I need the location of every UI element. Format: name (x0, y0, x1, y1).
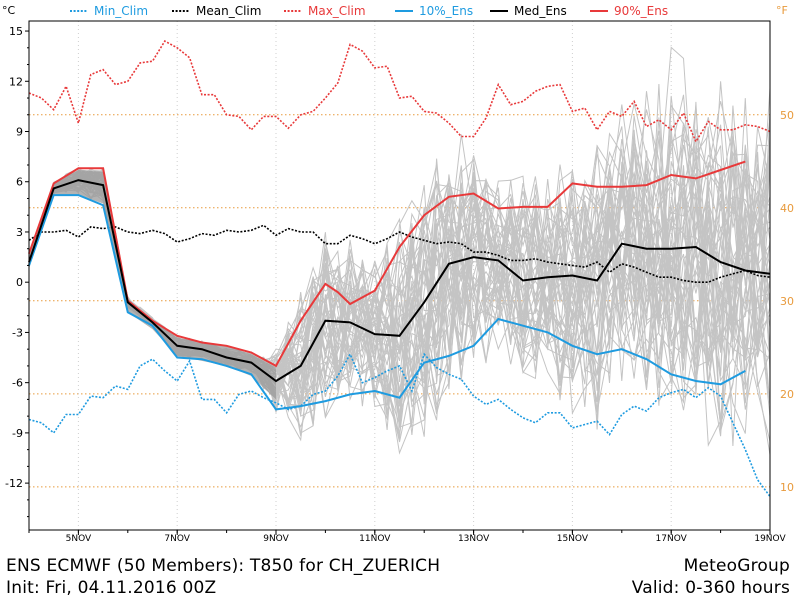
legend-label: Mean_Clim (196, 4, 261, 18)
y-tick-label-f: 30 (780, 295, 794, 308)
legend-label: Med_Ens (514, 4, 567, 18)
plot-frame (28, 20, 771, 531)
y-tick-label: -12 (5, 477, 23, 490)
x-tick-label: 9NOV (263, 534, 289, 544)
x-tick-label: 15NOV (557, 534, 589, 544)
y-unit-fahrenheit: °F (776, 4, 788, 17)
y-unit-celsius: °C (2, 4, 16, 17)
x-tick-label: 17NOV (656, 534, 688, 544)
min-clim-line (28, 352, 771, 497)
y-tick-label: 15 (9, 25, 23, 38)
y-tick-label-f: 50 (780, 109, 794, 122)
legend-label: 90%_Ens (614, 4, 668, 18)
chart-title: ENS ECMWF (50 Members): T850 for CH_ZUER… (6, 556, 441, 576)
ensemble-spread-band (29, 170, 276, 400)
x-tick-label: 19NOV (754, 534, 786, 544)
ens-median-line (28, 179, 771, 383)
y-tick-label-f: 10 (780, 481, 794, 494)
y-tick-label: -9 (12, 427, 23, 440)
x-tick-label: 7NOV (164, 534, 190, 544)
y-tick-label: -3 (12, 326, 23, 339)
brand-name: MeteoGroup (683, 556, 790, 576)
x-tick-label: 5NOV (66, 534, 92, 544)
y-tick-label: 0 (16, 276, 23, 289)
x-tick-label: 13NOV (458, 534, 490, 544)
init-time: Init: Fri, 04.11.2016 00Z (6, 578, 217, 598)
ensemble-member-line (28, 103, 771, 385)
y-tick-label: 12 (9, 75, 23, 88)
legend-label: Max_Clim (308, 4, 366, 18)
y-tick-label-f: 20 (780, 388, 794, 401)
y-tick-label: 9 (16, 126, 23, 139)
y-tick-label: -6 (12, 377, 23, 390)
ens-90-line (28, 160, 746, 368)
max-clim-line (28, 40, 771, 144)
mean-clim-line (28, 224, 771, 284)
y-tick-label: 3 (16, 226, 23, 239)
y-tick-label-f: 40 (780, 202, 794, 215)
x-tick-label: 11NOV (359, 534, 391, 544)
y-tick-label: 6 (16, 176, 23, 189)
ens-10-line (28, 194, 746, 411)
legend-label: Min_Clim (94, 4, 148, 18)
valid-range: Valid: 0-360 hours (631, 578, 790, 598)
legend-label: 10%_Ens (419, 4, 473, 18)
